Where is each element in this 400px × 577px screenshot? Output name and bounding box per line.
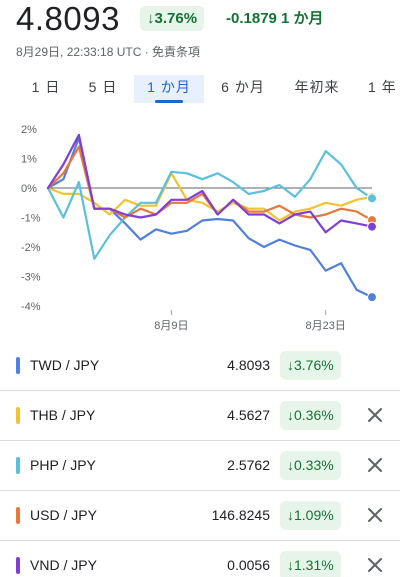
currency-pair-symbol[interactable]: THB / JPY bbox=[30, 407, 96, 423]
comparison-row[interactable]: THB / JPY 4.5627 ↓0.36% bbox=[0, 391, 400, 441]
exchange-rate-value: 4.5627 bbox=[227, 407, 270, 423]
y-tick-label: -3% bbox=[21, 272, 41, 284]
y-tick-label: 1% bbox=[21, 154, 37, 166]
series-line bbox=[46, 172, 374, 222]
remove-comparison-icon[interactable] bbox=[366, 556, 384, 574]
tab-5d[interactable]: 5 日 bbox=[83, 75, 123, 103]
comparison-row[interactable]: TWD / JPY 4.8093 ↓3.76% bbox=[0, 341, 400, 391]
exchange-rate-value: 2.5762 bbox=[227, 457, 270, 473]
tab-1y[interactable]: 1 年 bbox=[368, 75, 400, 103]
tab-label: 6 か月 bbox=[221, 79, 265, 95]
tab-label: 1 日 bbox=[31, 79, 61, 95]
y-tick-label: -2% bbox=[21, 242, 41, 254]
currency-pair-symbol[interactable]: TWD / JPY bbox=[30, 357, 100, 373]
series-color-swatch bbox=[16, 407, 20, 424]
series-color-swatch bbox=[16, 357, 20, 374]
series-color-swatch bbox=[16, 557, 20, 574]
change-absolute: -0.1879 1 か月 bbox=[226, 10, 324, 27]
remove-comparison-icon[interactable] bbox=[366, 506, 384, 524]
exchange-rate-value: 4.8093 bbox=[227, 357, 270, 373]
tab-1m[interactable]: 1 か月 bbox=[134, 75, 204, 103]
change-percent-badge: ↓3.76% bbox=[280, 351, 341, 380]
comparison-row[interactable]: VND / JPY 0.0056 ↓1.31% bbox=[0, 541, 400, 577]
tab-ytd[interactable]: 年初来 bbox=[290, 75, 344, 103]
current-price: 4.8093 bbox=[16, 0, 120, 37]
series-color-swatch bbox=[16, 457, 20, 474]
tab-label: 1 か月 bbox=[147, 79, 191, 95]
series-end-marker bbox=[367, 221, 377, 232]
series-color-swatch bbox=[16, 507, 20, 524]
currency-pair-symbol[interactable]: VND / JPY bbox=[30, 557, 97, 573]
timestamp-disclaimer[interactable]: 8月29日, 22:33:18 UTC · 免責条項 bbox=[16, 45, 201, 59]
comparison-row[interactable]: USD / JPY 146.8245 ↓1.09% bbox=[0, 491, 400, 541]
change-percent-badge: ↓1.31% bbox=[280, 551, 341, 577]
y-tick-label: 0% bbox=[21, 183, 37, 195]
change-percent-badge: ↓3.76% bbox=[140, 6, 205, 31]
comparison-chart[interactable]: 2% 1% 0% -1% -2% -3% -4% 8月9日 8月23日 bbox=[0, 112, 400, 340]
tab-6m[interactable]: 6 か月 bbox=[218, 75, 268, 103]
range-tabs: 1 日 5 日 1 か月 6 か月 年初来 1 年 bbox=[0, 75, 400, 105]
tab-label: 5 日 bbox=[88, 79, 118, 95]
currency-pair-symbol[interactable]: PHP / JPY bbox=[30, 457, 96, 473]
y-tick-label: -4% bbox=[21, 301, 41, 313]
currency-pair-symbol[interactable]: USD / JPY bbox=[30, 507, 97, 523]
x-tick-label: 8月23日 bbox=[306, 320, 346, 332]
x-tick-label: 8月9日 bbox=[154, 320, 188, 332]
exchange-rate-value: 146.8245 bbox=[211, 507, 270, 523]
tab-1d[interactable]: 1 日 bbox=[26, 75, 66, 103]
exchange-rate-value: 0.0056 bbox=[227, 557, 270, 573]
remove-comparison-icon[interactable] bbox=[366, 406, 384, 424]
series-line bbox=[46, 136, 374, 299]
y-tick-label: -1% bbox=[21, 213, 41, 225]
quote-header: 4.8093 ↓3.76% -0.1879 1 か月 bbox=[16, 0, 400, 40]
active-tab-indicator bbox=[155, 100, 183, 103]
series-end-marker bbox=[367, 193, 377, 204]
remove-comparison-icon[interactable] bbox=[366, 456, 384, 474]
y-tick-label: 2% bbox=[21, 124, 37, 136]
series-line bbox=[46, 149, 374, 260]
chart-svg: 2% 1% 0% -1% -2% -3% -4% 8月9日 8月23日 bbox=[21, 124, 377, 332]
tab-label: 1 年 bbox=[368, 79, 397, 95]
series-line bbox=[46, 133, 374, 234]
change-percent-badge: ↓1.09% bbox=[280, 501, 341, 530]
comparison-row[interactable]: PHP / JPY 2.5762 ↓0.33% bbox=[0, 441, 400, 491]
change-percent-badge: ↓0.33% bbox=[280, 451, 341, 480]
change-percent-badge: ↓0.36% bbox=[280, 401, 341, 430]
tab-label: 年初来 bbox=[294, 79, 340, 95]
series-end-marker bbox=[367, 292, 377, 303]
